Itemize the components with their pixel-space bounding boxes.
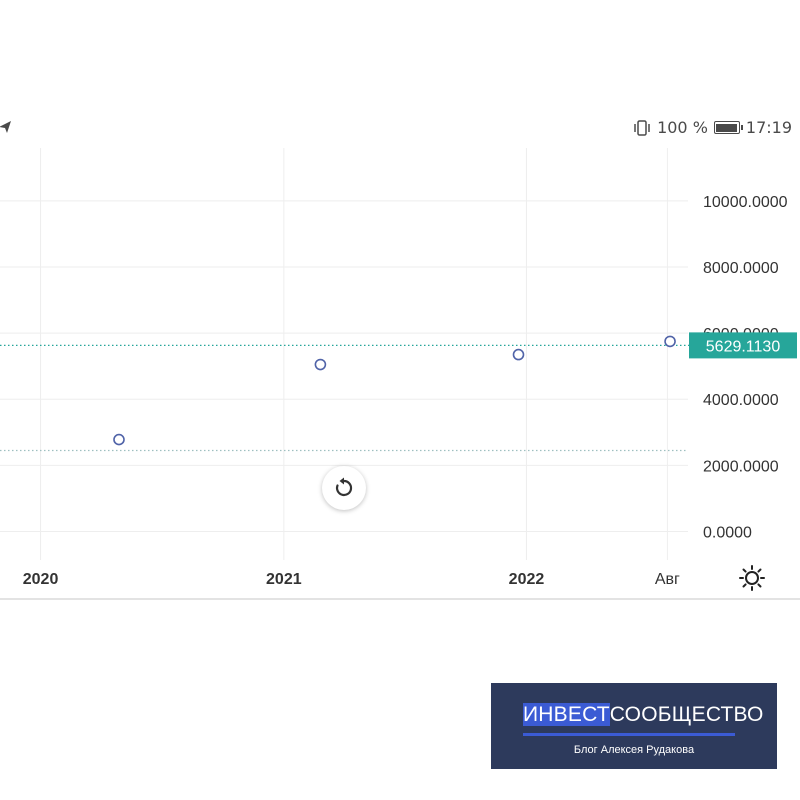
event-marker — [664, 335, 676, 348]
axis-labels: 0.00002000.00004000.00006000.00008000.00… — [23, 194, 797, 588]
reset-chart-button[interactable] — [322, 466, 366, 510]
markers — [113, 335, 676, 446]
logo-title-highlight: ИНВЕСТ — [523, 703, 610, 726]
battery-icon — [713, 121, 743, 134]
logo-underline — [523, 733, 735, 736]
price-label-bg — [689, 332, 797, 359]
sun-settings-icon — [739, 565, 765, 591]
event-marker — [113, 433, 125, 446]
chart-bottom-divider — [0, 598, 800, 600]
logo-subtitle: Блог Алексея Рудакова — [573, 744, 695, 756]
x-tick-label: Авг — [655, 571, 680, 588]
clock-time: 17:19 — [745, 118, 792, 137]
reference-lines — [0, 344, 690, 452]
status-right-group: 100 % 17:19 — [633, 118, 792, 137]
price-label-text: 5629.1130 — [706, 338, 781, 355]
y-tick-label: 4000.0000 — [703, 392, 779, 409]
y-tick-label: 2000.0000 — [703, 458, 779, 475]
event-marker — [314, 358, 327, 371]
current-price-label: 5629.1130 — [689, 332, 797, 359]
vibrate-icon — [634, 119, 650, 136]
y-tick-label: 10000.0000 — [703, 194, 788, 211]
x-tick-label: 2022 — [509, 571, 545, 588]
grid-layer — [0, 148, 688, 560]
chart-settings-button[interactable] — [738, 564, 766, 592]
x-tick-label: 2021 — [266, 571, 302, 588]
logo-title-rest: СООБЩЕСТВО — [609, 703, 764, 726]
x-tick-label: 2020 — [23, 571, 59, 588]
reset-icon — [335, 477, 353, 497]
brand-logo: ИНВЕСТСООБЩЕСТВО Блог Алексея Рудакова — [491, 683, 777, 769]
logo-title: ИНВЕСТСООБЩЕСТВО — [523, 703, 764, 727]
send-icon — [0, 121, 11, 133]
event-marker — [512, 348, 525, 361]
y-tick-label: 8000.0000 — [703, 260, 779, 277]
status-bar: 100 % 17:19 — [0, 112, 800, 144]
y-tick-label: 0.0000 — [703, 524, 752, 541]
battery-percent: 100 % — [657, 118, 708, 137]
